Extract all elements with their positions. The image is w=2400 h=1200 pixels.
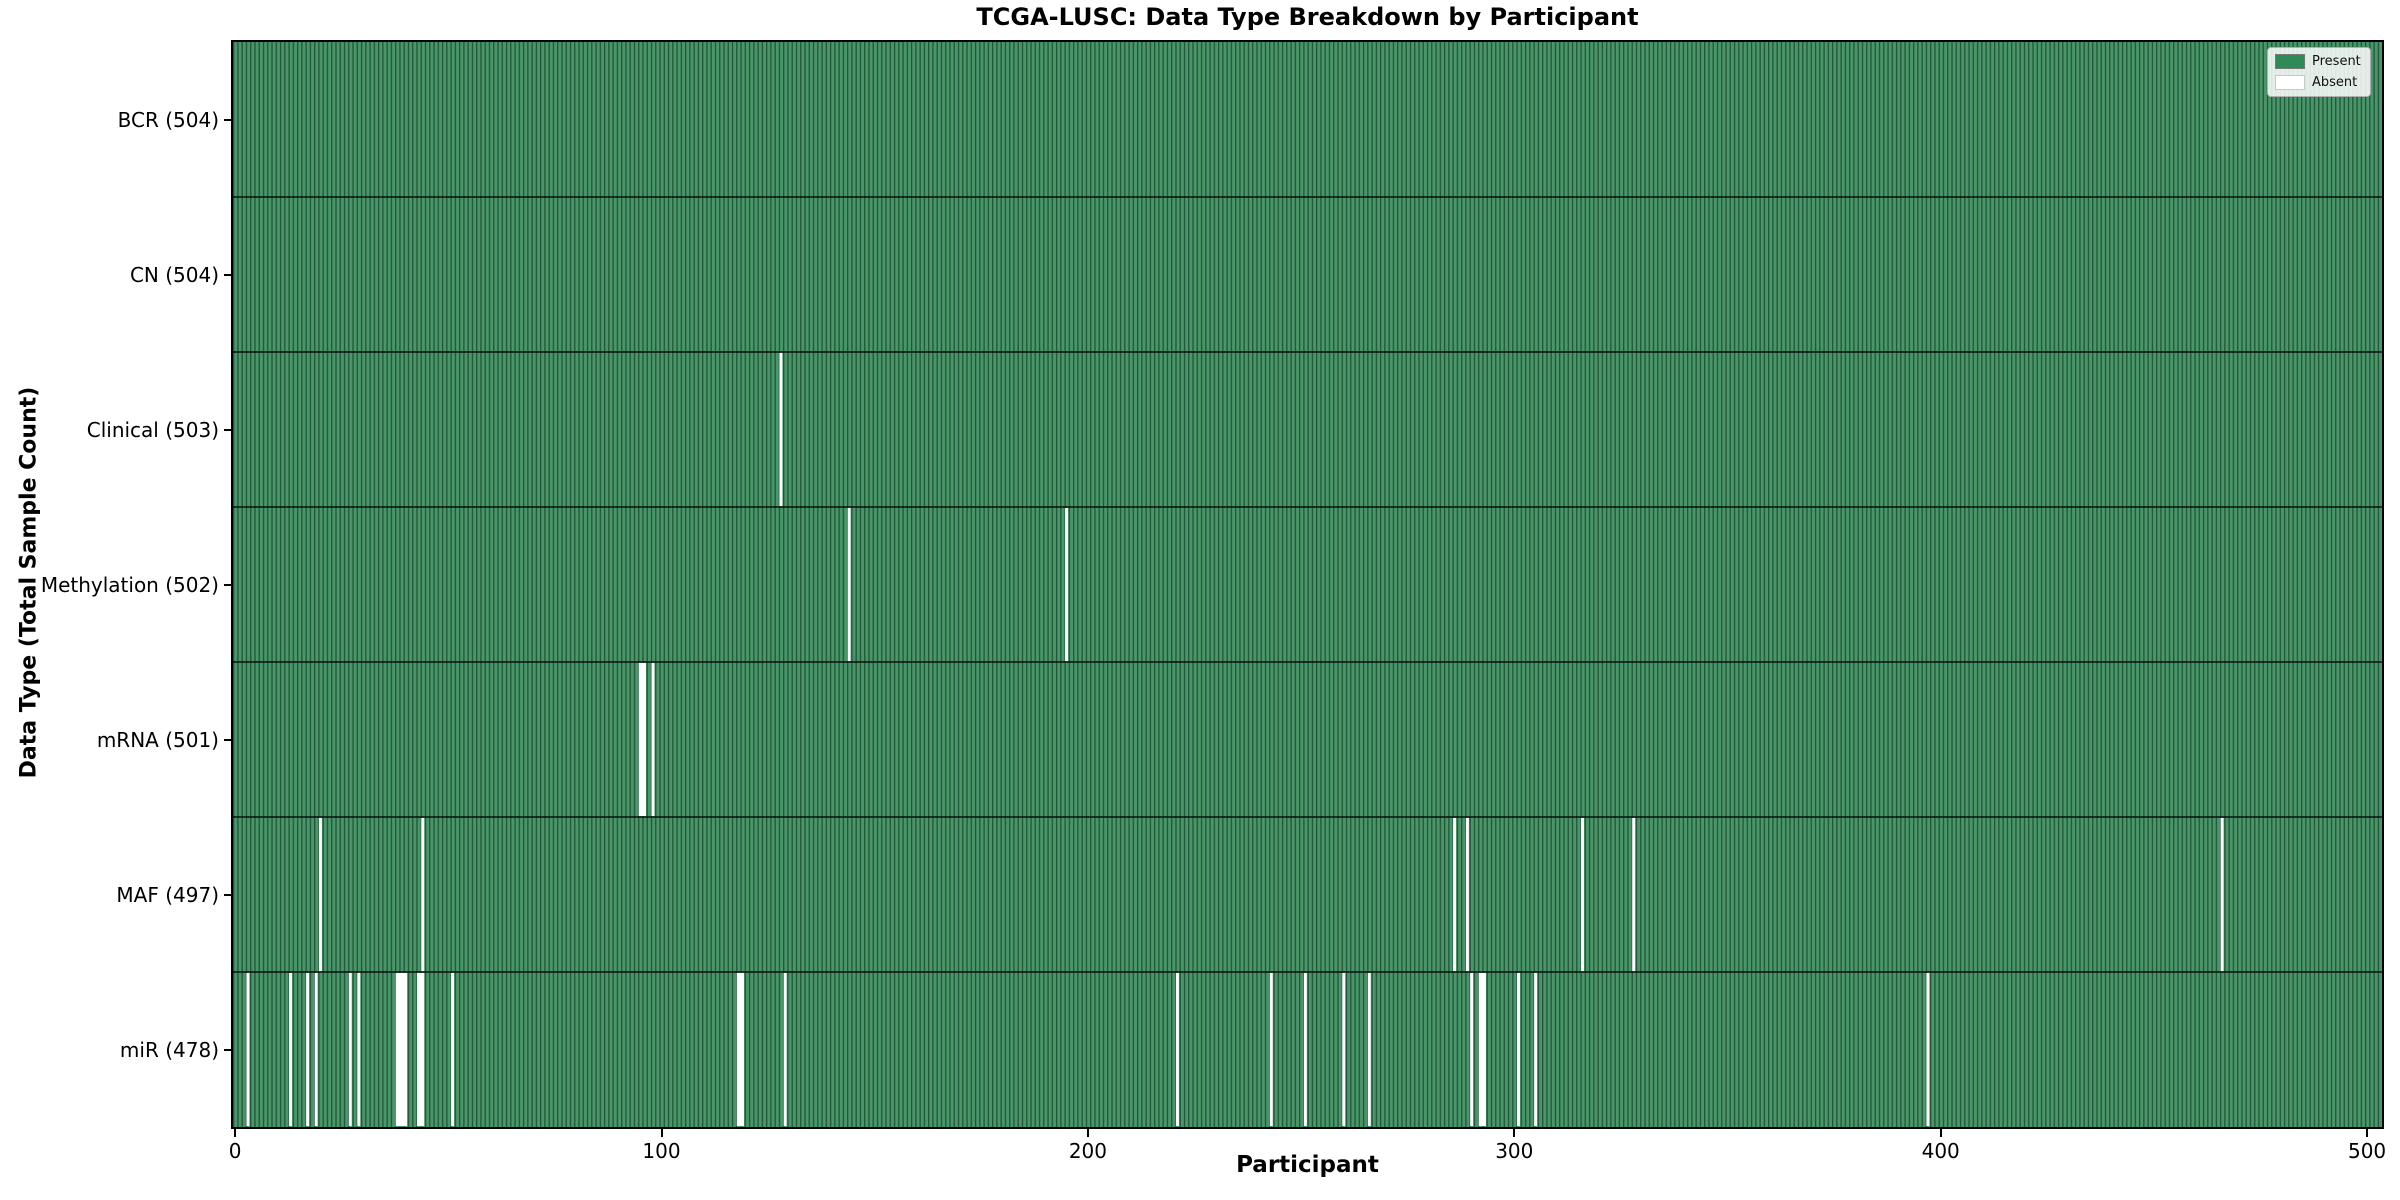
row-miR [233, 972, 2382, 1127]
absent-gap-miR-19 [314, 972, 318, 1127]
absent-gap-miR-221 [1175, 972, 1179, 1127]
absent-gap-miR-118 [736, 972, 745, 1127]
absent-gap-miR-51 [451, 972, 455, 1127]
legend-item-absent: Absent [2275, 75, 2361, 90]
absent-gap-miR-129 [783, 972, 787, 1127]
ytick-mark-Methylation [224, 583, 232, 586]
row-Methylation [233, 507, 2382, 662]
absent-gap-miR-292 [1478, 972, 1486, 1127]
legend-present-label: Present [2312, 54, 2361, 69]
legend-item-present: Present [2275, 54, 2361, 69]
ytick-mark-mRNA [224, 738, 232, 741]
ytick-label-Clinical: Clinical (503) [86, 417, 219, 442]
ytick-mark-miR [224, 1048, 232, 1051]
absent-gap-miR-17 [306, 972, 310, 1127]
ytick-mark-MAF [224, 893, 232, 896]
absent-gap-miR-38 [395, 972, 408, 1127]
absent-gap-MAF-286 [1453, 817, 1457, 972]
legend-absent-label: Absent [2312, 75, 2358, 90]
absent-gap-miR-27 [348, 972, 352, 1127]
absent-gap-MAF-328 [1632, 817, 1636, 972]
absent-gap-miR-243 [1269, 972, 1273, 1127]
absent-gap-MAF-20 [318, 817, 322, 972]
ytick-label-Methylation: Methylation (502) [40, 572, 219, 597]
absent-gap-Methylation-195 [1065, 507, 1069, 662]
ytick-label-MAF: MAF (497) [116, 882, 219, 907]
absent-gap-mRNA-98 [651, 662, 655, 817]
absent-gap-miR-260 [1342, 972, 1346, 1127]
xtick-label-300: 300 [1495, 1139, 1534, 1163]
xtick-label-400: 400 [1921, 1139, 1960, 1163]
absent-gap-miR-305 [1534, 972, 1538, 1127]
ytick-label-miR: miR (478) [119, 1037, 219, 1062]
ytick-label-mRNA: mRNA (501) [96, 727, 219, 752]
xtick-mark-0 [234, 1129, 237, 1137]
absent-gap-MAF-44 [421, 817, 425, 972]
row-MAF [233, 817, 2382, 972]
xtick-mark-300 [1513, 1129, 1516, 1137]
present-swatch [2275, 54, 2305, 69]
absent-gap-miR-266 [1367, 972, 1371, 1127]
absent-gap-miR-397 [1926, 972, 1930, 1127]
row-mRNA [233, 662, 2382, 817]
absent-gap-miR-301 [1517, 972, 1521, 1127]
ytick-label-CN: CN (504) [129, 262, 219, 287]
xtick-mark-500 [2366, 1129, 2369, 1137]
absent-gap-miR-43 [416, 972, 425, 1127]
xtick-mark-400 [1939, 1129, 1942, 1137]
absent-gap-Clinical-128 [779, 352, 783, 507]
xtick-mark-200 [1086, 1129, 1089, 1137]
chart-title: TCGA-LUSC: Data Type Breakdown by Partic… [976, 3, 1639, 31]
absent-gap-Methylation-144 [847, 507, 851, 662]
row-Clinical [233, 352, 2382, 507]
xtick-label-200: 200 [1068, 1139, 1107, 1163]
absent-gap-miR-290 [1470, 972, 1474, 1127]
xtick-label-100: 100 [642, 1139, 681, 1163]
xtick-mark-100 [660, 1129, 663, 1137]
ytick-label-BCR: BCR (504) [117, 107, 219, 132]
xtick-label-500: 500 [2347, 1139, 2387, 1163]
ytick-mark-BCR [224, 118, 232, 121]
absent-swatch [2275, 75, 2305, 90]
legend: Present Absent [2267, 47, 2371, 97]
xtick-label-0: 0 [228, 1139, 242, 1163]
absent-gap-MAF-316 [1581, 817, 1585, 972]
absent-gap-MAF-466 [2220, 817, 2224, 972]
row-CN [233, 197, 2382, 352]
ytick-mark-Clinical [224, 428, 232, 431]
absent-gap-miR-3 [246, 972, 250, 1127]
presence-matrix-svg [233, 42, 2382, 1127]
ytick-mark-CN [224, 273, 232, 276]
absent-gap-mRNA-95 [638, 662, 646, 817]
absent-gap-MAF-289 [1465, 817, 1469, 972]
absent-gap-miR-29 [357, 972, 361, 1127]
x-axis-title: Participant [1236, 1152, 1379, 1178]
plot-area [231, 40, 2384, 1129]
row-BCR [233, 42, 2382, 197]
absent-gap-miR-251 [1303, 972, 1307, 1127]
absent-gap-miR-13 [289, 972, 293, 1127]
